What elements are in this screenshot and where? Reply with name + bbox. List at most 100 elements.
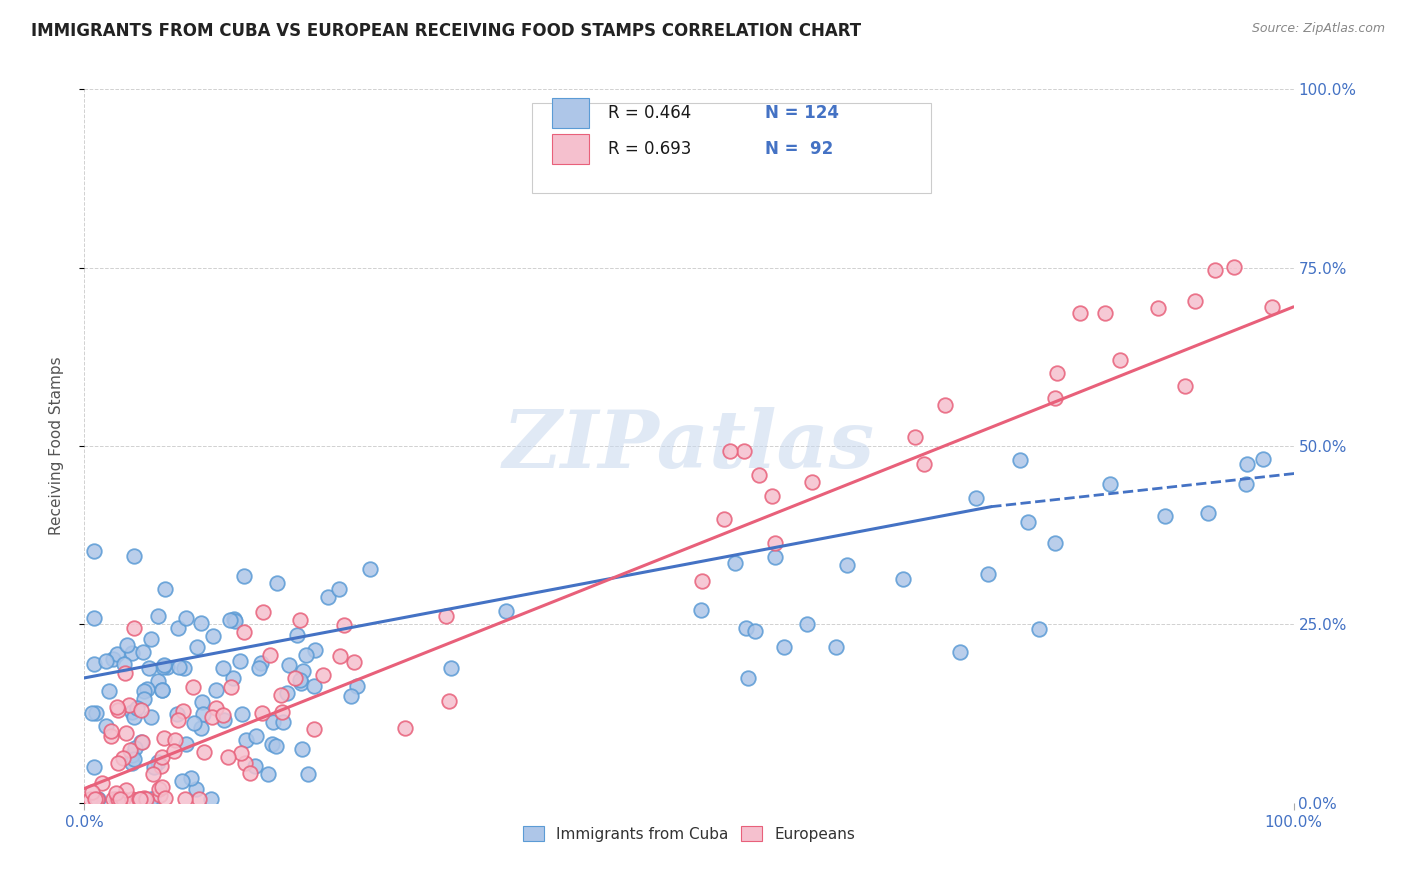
Point bbox=[239, 766, 262, 780]
Point bbox=[153, 791, 176, 805]
Point bbox=[259, 648, 281, 662]
Point bbox=[278, 657, 301, 672]
Point bbox=[121, 792, 143, 806]
Point bbox=[773, 640, 796, 654]
Point bbox=[104, 792, 127, 806]
Point bbox=[105, 700, 128, 714]
Point bbox=[173, 661, 195, 675]
Point bbox=[718, 443, 741, 458]
Point bbox=[1069, 306, 1091, 320]
Point bbox=[122, 710, 145, 724]
Point bbox=[132, 790, 155, 805]
Point bbox=[180, 771, 202, 785]
Point bbox=[105, 647, 128, 661]
Point bbox=[495, 604, 517, 618]
Point bbox=[82, 784, 104, 798]
Point bbox=[174, 737, 197, 751]
Point bbox=[184, 781, 207, 796]
Point bbox=[1253, 451, 1275, 466]
Point bbox=[965, 491, 987, 505]
Point bbox=[1222, 260, 1244, 274]
Point bbox=[288, 613, 311, 627]
Point bbox=[152, 660, 174, 674]
Point bbox=[1008, 453, 1031, 467]
Point bbox=[825, 640, 848, 654]
Point bbox=[266, 576, 288, 591]
Point bbox=[212, 713, 235, 727]
Point bbox=[200, 792, 222, 806]
Point bbox=[136, 682, 159, 697]
Point bbox=[222, 671, 245, 685]
Point bbox=[891, 572, 914, 586]
Point bbox=[1174, 379, 1197, 393]
Point bbox=[235, 732, 257, 747]
Point bbox=[250, 656, 273, 670]
Point bbox=[211, 661, 233, 675]
Point bbox=[132, 683, 155, 698]
Point bbox=[201, 710, 224, 724]
Point bbox=[100, 723, 122, 738]
Point bbox=[107, 792, 129, 806]
Point bbox=[1236, 457, 1258, 471]
Point bbox=[166, 713, 188, 727]
Point bbox=[142, 760, 165, 774]
Point bbox=[172, 704, 194, 718]
Point bbox=[713, 511, 735, 525]
Point bbox=[181, 681, 204, 695]
Point bbox=[146, 608, 169, 623]
Point bbox=[302, 680, 325, 694]
Point bbox=[79, 792, 101, 806]
Point bbox=[112, 657, 135, 672]
Point bbox=[190, 721, 212, 735]
Point bbox=[156, 660, 179, 674]
Point bbox=[115, 783, 138, 797]
Point bbox=[94, 654, 117, 668]
Point bbox=[153, 582, 176, 596]
Point bbox=[328, 582, 350, 596]
Point bbox=[343, 655, 366, 669]
Point bbox=[224, 612, 246, 626]
Point bbox=[188, 792, 211, 806]
Point bbox=[141, 632, 163, 646]
Point bbox=[153, 658, 176, 673]
Point bbox=[122, 621, 145, 635]
Point bbox=[292, 664, 315, 678]
Point bbox=[229, 747, 252, 761]
Point bbox=[1043, 391, 1066, 405]
Point bbox=[142, 792, 165, 806]
Point bbox=[796, 617, 818, 632]
Point bbox=[174, 611, 197, 625]
Point bbox=[191, 706, 214, 721]
Point bbox=[247, 661, 270, 675]
Point bbox=[141, 710, 163, 724]
Point bbox=[252, 605, 274, 619]
Point bbox=[118, 743, 141, 757]
Point bbox=[1154, 508, 1177, 523]
Point bbox=[1109, 353, 1132, 368]
Point bbox=[340, 689, 363, 703]
Point bbox=[201, 629, 224, 643]
Point bbox=[219, 680, 242, 694]
Point bbox=[233, 625, 256, 640]
Point bbox=[128, 792, 150, 806]
Point bbox=[190, 616, 212, 631]
Text: ZIPatlas: ZIPatlas bbox=[503, 408, 875, 484]
Point bbox=[163, 744, 186, 758]
Point bbox=[311, 668, 333, 682]
Point bbox=[304, 643, 326, 657]
Point bbox=[103, 652, 125, 666]
Point bbox=[394, 721, 416, 735]
Point bbox=[257, 767, 280, 781]
Point bbox=[150, 682, 173, 697]
Point bbox=[1028, 622, 1050, 636]
Point bbox=[86, 792, 108, 806]
Point bbox=[205, 683, 228, 698]
Point bbox=[949, 645, 972, 659]
Point bbox=[103, 791, 125, 805]
Point bbox=[183, 715, 205, 730]
Point bbox=[359, 562, 381, 576]
Point bbox=[150, 780, 173, 795]
Point bbox=[1261, 300, 1284, 314]
Point bbox=[1146, 301, 1168, 316]
Point bbox=[262, 714, 284, 729]
